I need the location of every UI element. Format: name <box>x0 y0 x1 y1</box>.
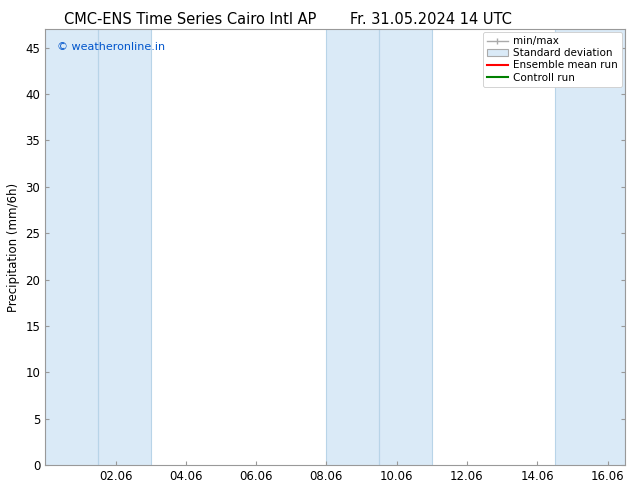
Text: CMC-ENS Time Series Cairo Intl AP: CMC-ENS Time Series Cairo Intl AP <box>64 12 316 27</box>
Text: Fr. 31.05.2024 14 UTC: Fr. 31.05.2024 14 UTC <box>350 12 512 27</box>
Legend: min/max, Standard deviation, Ensemble mean run, Controll run: min/max, Standard deviation, Ensemble me… <box>483 32 622 87</box>
Bar <box>379 29 432 465</box>
Bar <box>45 29 98 465</box>
Bar <box>98 29 151 465</box>
Bar <box>327 29 379 465</box>
Text: © weatheronline.in: © weatheronline.in <box>57 42 165 52</box>
Bar <box>555 29 625 465</box>
Y-axis label: Precipitation (mm/6h): Precipitation (mm/6h) <box>7 183 20 312</box>
